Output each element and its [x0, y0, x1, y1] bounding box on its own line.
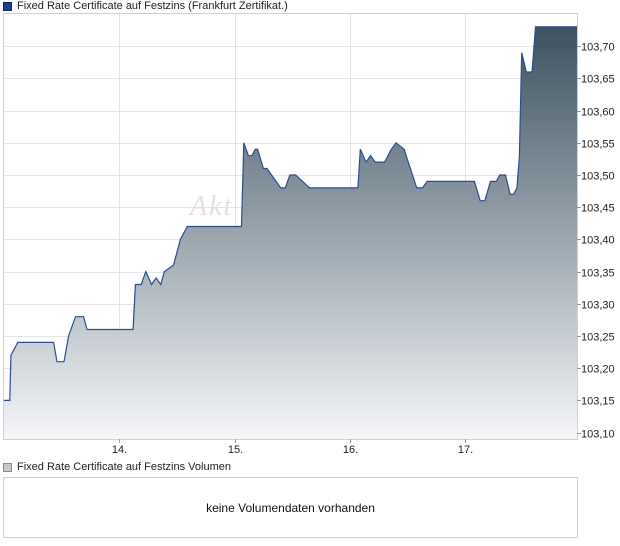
y-tick-label: 103,10: [581, 429, 615, 441]
price-legend-swatch: [3, 1, 12, 11]
y-tick-label: 103,65: [581, 74, 615, 86]
y-tick-label: 103,45: [581, 203, 615, 215]
price-area: [4, 26, 577, 440]
watermark: Akt: [188, 191, 233, 222]
y-tick-label: 103,30: [581, 300, 615, 312]
price-legend-label: Fixed Rate Certificate auf Festzins (Fra…: [17, 0, 288, 12]
y-tick-label: 103,25: [581, 332, 615, 344]
x-tick-label: 17.: [458, 444, 473, 456]
y-tick-label: 103,70: [581, 42, 615, 54]
x-axis: 14. 15. 16. 17.: [112, 439, 473, 456]
price-line: [4, 26, 577, 401]
x-tick-label: 14.: [112, 444, 127, 456]
volume-empty-message: keine Volumendaten vorhanden: [206, 500, 375, 515]
volume-legend-swatch: [3, 462, 12, 472]
volume-legend: Fixed Rate Certificate auf Festzins Volu…: [3, 461, 231, 473]
y-axis: 103,10 103,15 103,20 103,25 103,30 103,35 103,…: [577, 42, 615, 441]
y-tick-label: 103,55: [581, 139, 615, 151]
volume-legend-label: Fixed Rate Certificate auf Festzins Volu…: [17, 461, 231, 473]
price-chart: Akt 103,10 103,15 103,20 103,25 103,30 103,35…: [3, 13, 615, 456]
y-tick-label: 103,15: [581, 396, 615, 408]
y-tick-label: 103,50: [581, 171, 615, 183]
volume-panel: keine Volumendaten vorhanden: [3, 477, 578, 538]
price-legend: Fixed Rate Certificate auf Festzins (Fra…: [3, 0, 288, 12]
x-tick-label: 15.: [228, 444, 243, 456]
x-tick-label: 16.: [343, 444, 358, 456]
y-tick-label: 103,35: [581, 268, 615, 280]
y-tick-label: 103,40: [581, 235, 615, 247]
y-tick-label: 103,60: [581, 107, 615, 119]
y-tick-label: 103,20: [581, 364, 615, 376]
